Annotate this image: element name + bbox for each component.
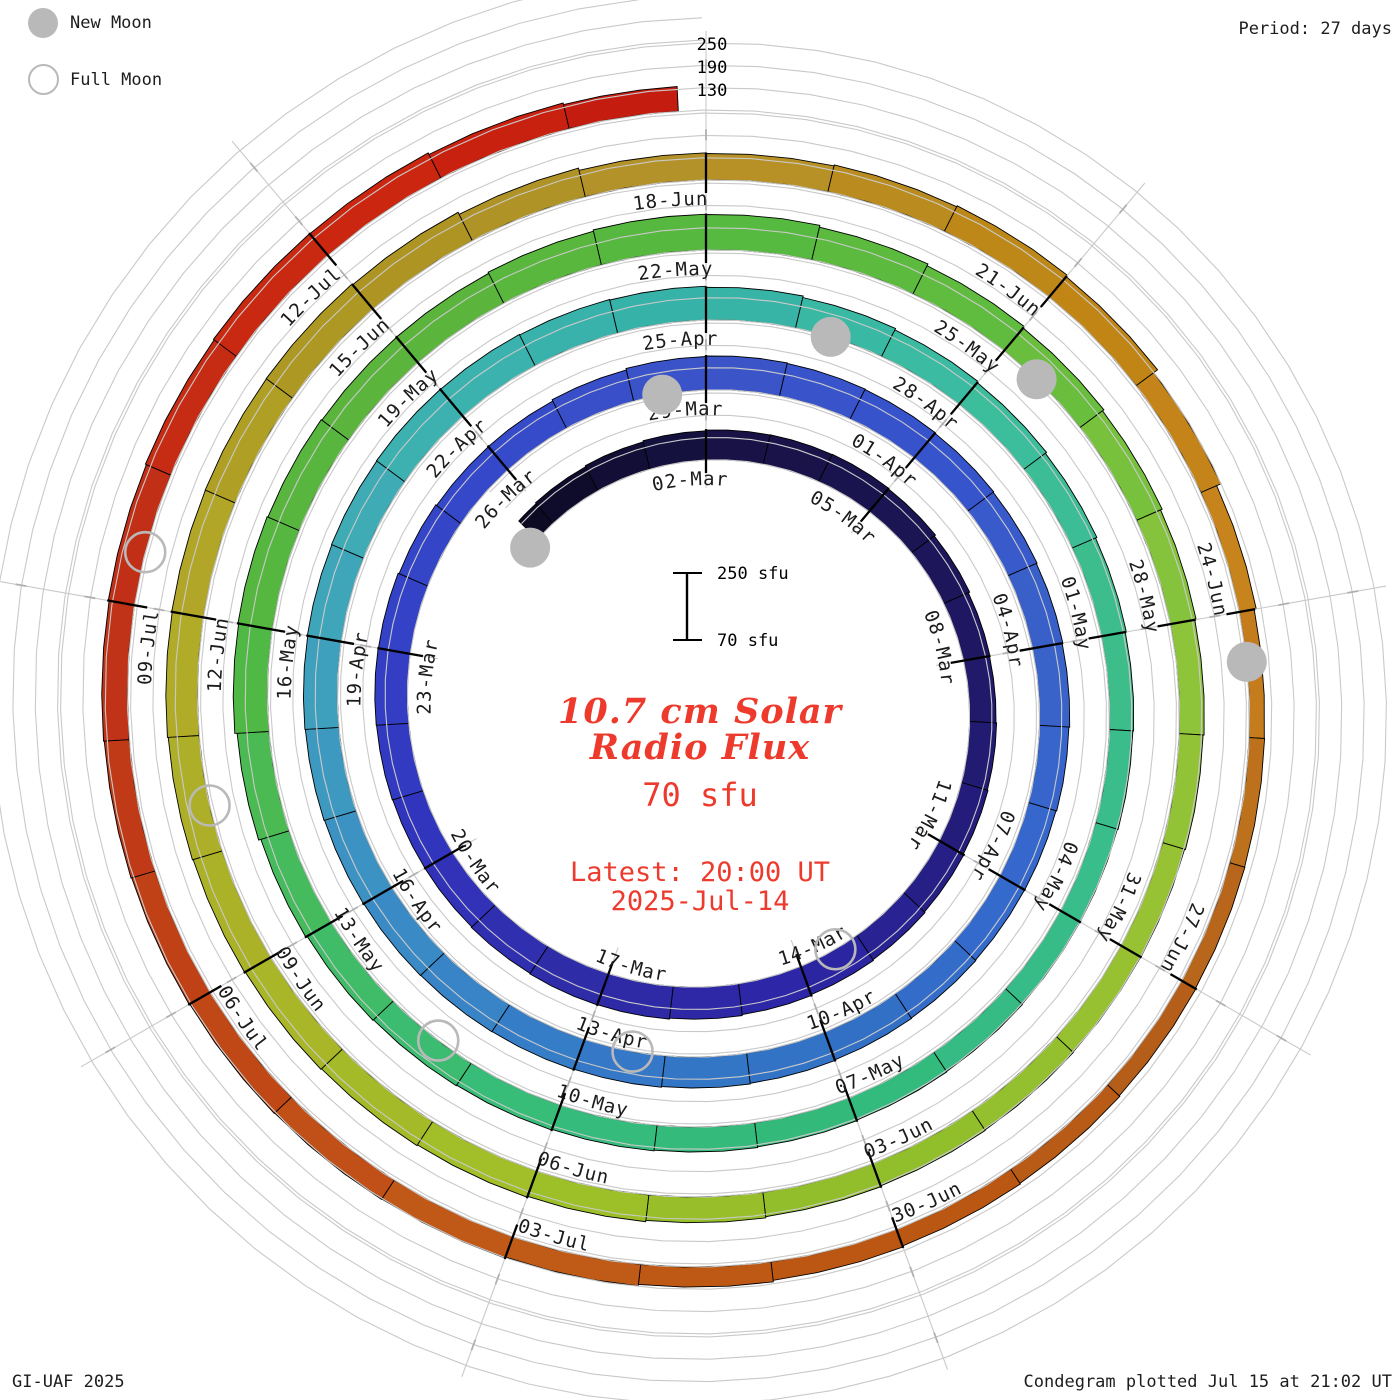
radial-scale-250: 250: [696, 35, 728, 55]
latest-time: Latest: 20:00 UT: [569, 857, 831, 888]
full-moon-marker: [814, 928, 857, 971]
date-label-22-May: 22-May: [636, 258, 713, 285]
full-moon-marker: [188, 784, 231, 827]
date-label-09-Jul: 09-Jul: [134, 608, 164, 685]
scalebar-top-label: 250 sfu: [717, 564, 789, 584]
date-label-19-Apr: 19-Apr: [343, 630, 373, 708]
date-label-12-Jun: 12-Jun: [204, 615, 234, 692]
new-moon-icon: [28, 8, 58, 38]
radial-scale-190: 190: [696, 58, 728, 78]
chart-title: 10.7 cm Solar Radio Flux: [450, 694, 950, 766]
full-moon-icon: [28, 64, 59, 95]
new-moon-marker: [810, 316, 851, 357]
chart-title-line1: 10.7 cm Solar: [558, 691, 842, 732]
date-label-23-Mar: 23-Mar: [414, 637, 444, 715]
full-moon-label: Full Moon: [70, 70, 163, 90]
full-moon-marker: [123, 530, 167, 574]
radial-scale-130: 130: [696, 81, 728, 101]
date-label-02-Mar: 02-Mar: [650, 468, 729, 496]
latest-reading: Latest: 20:00 UT 2025-Jul-14: [450, 858, 950, 916]
new-moon-marker: [1226, 641, 1267, 682]
date-label-25-Apr: 25-Apr: [641, 328, 718, 355]
full-moon-marker: [611, 1030, 654, 1073]
full-moon-marker: [416, 1019, 460, 1062]
new-moon-marker: [642, 374, 683, 415]
new-moon-label: New Moon: [70, 13, 152, 33]
baseline-flux-label: 70 sfu: [642, 776, 758, 814]
new-moon-marker: [1016, 359, 1057, 400]
plotted-label: Condegram plotted Jul 15 at 21:02 UT: [1023, 1372, 1392, 1392]
credit-label: GI-UAF 2025: [12, 1372, 125, 1392]
chart-title-line2: Radio Flux: [589, 727, 811, 768]
new-moon-marker: [510, 527, 551, 568]
scalebar-bottom-label: 70 sfu: [717, 631, 779, 651]
latest-date: 2025-Jul-14: [610, 886, 790, 917]
date-label-16-May: 16-May: [274, 623, 304, 700]
date-label-18-Jun: 18-Jun: [632, 188, 709, 215]
period-label: Period: 27 days: [1238, 19, 1392, 39]
